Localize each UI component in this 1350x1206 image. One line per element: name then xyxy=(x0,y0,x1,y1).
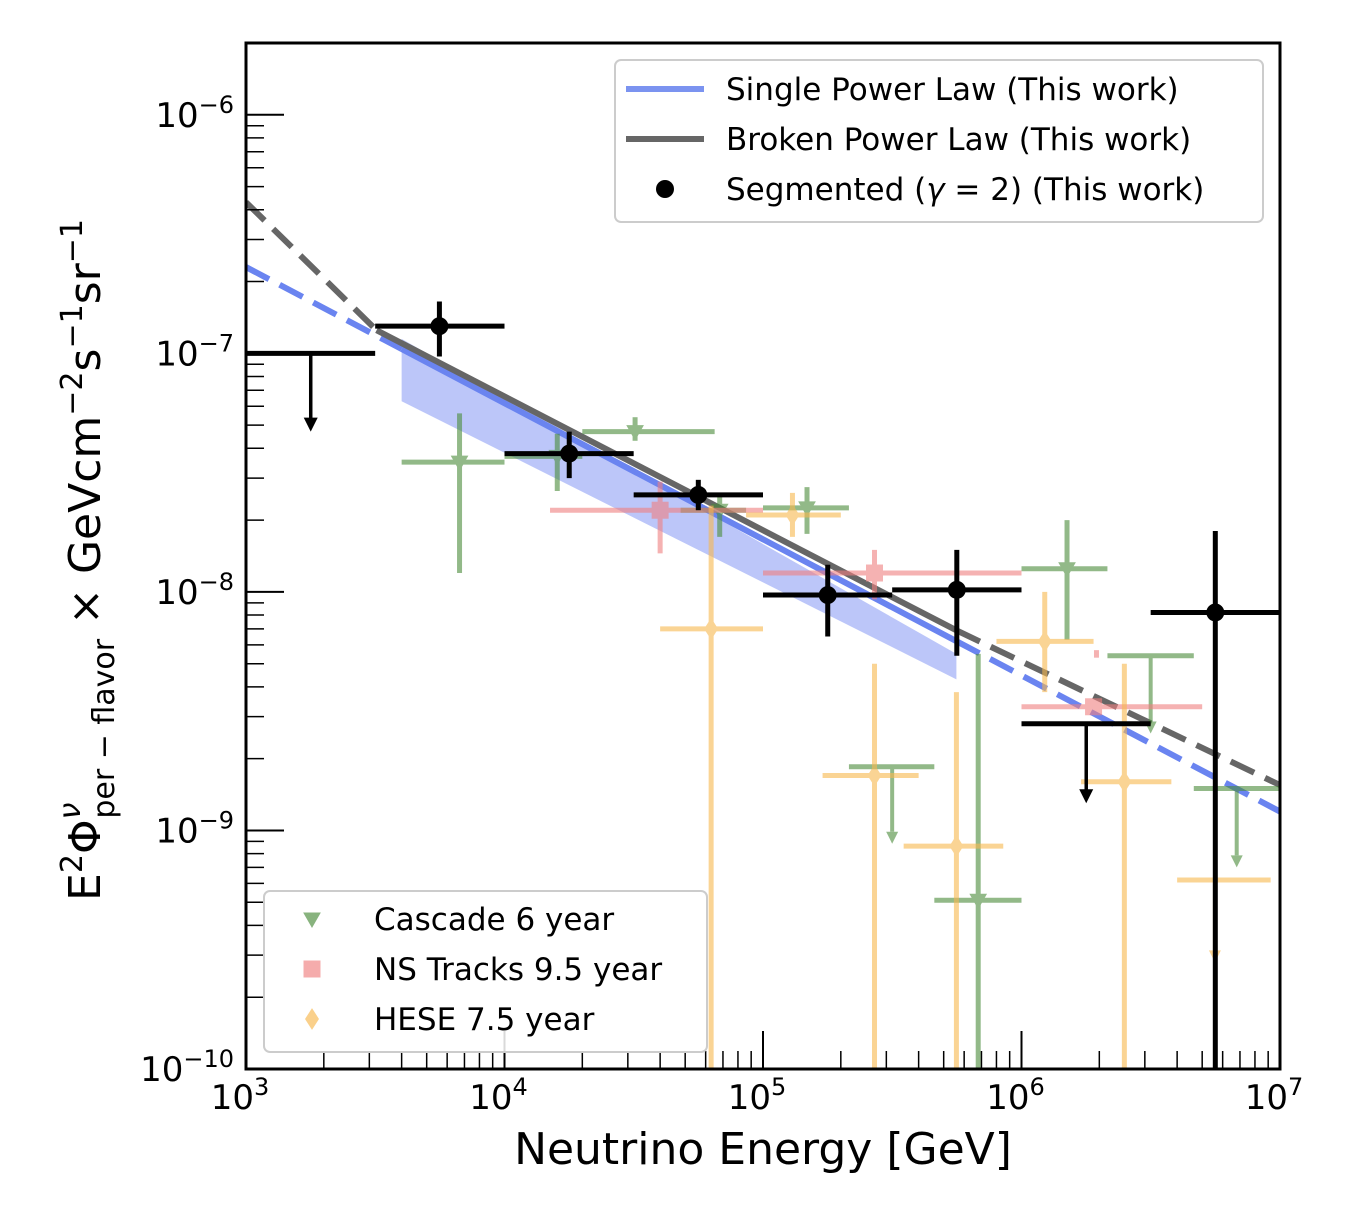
axis-titles-layer: Neutrino Energy [GeV] E2Φνper − flavor × … xyxy=(53,219,1012,1175)
segmented-point-4-marker xyxy=(947,580,966,599)
legend-top-box xyxy=(614,59,1264,223)
cascade-6-year-limit-0-arrow xyxy=(886,831,899,844)
y-axis-title-part-4: per − flavor xyxy=(87,638,122,818)
x-tick-label-3-base: 10 xyxy=(986,1078,1029,1118)
y-tick-label-0-base: 10 xyxy=(140,1050,183,1090)
y-axis-title-part-2: Φ xyxy=(60,819,111,854)
x-tick-label-3-exp: 6 xyxy=(1029,1073,1044,1101)
single-power-law-this-work-extrapolation-dashed xyxy=(955,638,1280,815)
legend-top-2-label-rest: = 2) (This work) xyxy=(945,172,1205,208)
ns-tracks-9-5-year-point-0-marker xyxy=(651,501,669,519)
ns-tracks-9-5-year-point-1-marker xyxy=(866,564,884,582)
legend-top-2-label: Segmented (γ = 2) (This work) xyxy=(726,172,1204,208)
x-tick-label-2-base: 10 xyxy=(728,1078,771,1118)
cascade-6-year-point-5-marker xyxy=(969,893,988,910)
legend-bottom-1-swatch-group xyxy=(303,960,321,978)
legend-bottom-0-swatch xyxy=(303,912,321,929)
segmented-data-layer xyxy=(246,301,1280,1069)
legend-bottom-2-label: HESE 7.5 year xyxy=(374,1002,595,1038)
x-tick-label-1-base: 10 xyxy=(469,1078,512,1118)
hese-7-5-year-point-3-marker xyxy=(949,835,964,858)
segmented-point-3-marker xyxy=(818,586,837,605)
y-axis-title-part-6: −2 xyxy=(55,371,90,415)
y-tick-label-3-exp: −7 xyxy=(199,329,234,357)
legend-bottom-2-swatch xyxy=(305,1008,319,1030)
segmented-limit-0-arrow xyxy=(303,417,318,432)
segmented-point-1-marker xyxy=(560,444,579,463)
y-tick-label-4: 10−6 xyxy=(155,91,234,136)
y-tick-label-2-base: 10 xyxy=(155,573,198,613)
reference-data-layer xyxy=(401,413,1280,1069)
y-tick-label-1-base: 10 xyxy=(155,811,198,851)
x-tick-label-0-base: 10 xyxy=(211,1078,254,1118)
legend-top-2-swatch xyxy=(656,180,674,198)
x-tick-label-2: 105 xyxy=(728,1073,787,1118)
y-axis-title-part-0: E xyxy=(60,873,111,901)
y-tick-label-4-base: 10 xyxy=(155,96,198,136)
y-tick-label-1-exp: −9 xyxy=(199,806,234,834)
y-axis-title-part-9: sr xyxy=(60,262,111,304)
legend-bottom-2-swatch-group xyxy=(305,1008,319,1030)
cascade-6-year-limit-2-arrow xyxy=(1230,855,1243,868)
cascade-6-year-point-6-marker xyxy=(1058,562,1076,578)
segmented-limit-1-arrow xyxy=(1079,789,1094,804)
x-axis-title: Neutrino Energy [GeV] xyxy=(514,1124,1012,1175)
ns-tracks-9-5-year-point-2-marker xyxy=(1085,698,1103,716)
y-axis-title-part-3: ν xyxy=(53,802,88,819)
cascade-6-year-point-4-marker xyxy=(798,501,816,517)
ns-tracks-9-5-year-series xyxy=(550,481,1203,716)
hese-7-5-year-point-0-marker xyxy=(704,617,719,640)
x-tick-label-1-exp: 4 xyxy=(512,1073,527,1101)
legend-bottom-1-label: NS Tracks 9.5 year xyxy=(374,952,662,988)
x-tick-label-4-exp: 7 xyxy=(1288,1073,1303,1101)
cascade-6-year-series xyxy=(401,413,1280,1069)
hese-7-5-year-series xyxy=(660,492,1271,1069)
y-axis-title-part-5: × GeVcm xyxy=(60,416,111,639)
y-tick-label-0: 10−10 xyxy=(140,1045,234,1090)
y-axis-title-part-1: 2 xyxy=(55,854,90,873)
y-tick-label-2-exp: −8 xyxy=(199,568,234,596)
segmented-point-2-marker xyxy=(689,485,708,504)
cascade-6-year-point-0-marker xyxy=(450,455,469,472)
legend-bottom-0-swatch-group xyxy=(303,912,321,929)
hese-7-5-year-point-1-marker xyxy=(785,504,800,526)
hese-7-5-year-point-2-marker xyxy=(867,764,882,787)
legend-top-2-label-gamma: γ xyxy=(926,172,946,208)
legends-layer: Single Power Law (This work) Broken Power… xyxy=(263,59,1264,1053)
hese-7-5-year-point-4-marker xyxy=(1037,630,1052,653)
y-axis-title-part-8: −1 xyxy=(55,304,90,348)
y-tick-label-3-base: 10 xyxy=(155,334,198,374)
y-axis-title-part-10: −1 xyxy=(55,219,90,263)
y-tick-label-4-exp: −6 xyxy=(199,91,234,119)
x-tick-label-3: 106 xyxy=(986,1073,1045,1118)
legend-bottom-1-swatch xyxy=(303,960,321,978)
x-tick-label-0: 103 xyxy=(211,1073,270,1118)
y-tick-label-3: 10−7 xyxy=(155,329,234,374)
x-tick-label-2-exp: 5 xyxy=(771,1073,786,1101)
y-tick-label-1: 10−9 xyxy=(155,806,234,851)
segmented-point-5-marker xyxy=(1206,603,1225,622)
legend-top-2-label-prefix: Segmented ( xyxy=(726,172,926,208)
legend-bottom-0-label: Cascade 6 year xyxy=(374,902,614,938)
legend-top-1-label: Broken Power Law (This work) xyxy=(726,122,1191,158)
segmented-point-0-marker xyxy=(430,317,449,336)
y-axis-title: E2Φνper − flavor × GeVcm−2s−1sr−1 xyxy=(53,219,122,901)
cascade-6-year-point-2-marker xyxy=(626,425,644,441)
y-tick-label-2: 10−8 xyxy=(155,568,234,613)
x-tick-label-0-exp: 3 xyxy=(254,1073,269,1101)
legend-bottom-box xyxy=(263,890,708,1053)
y-axis-title-part-7: s xyxy=(60,349,111,372)
broken-power-law-this-work-fit-line xyxy=(375,327,958,634)
broken-power-law-this-work-extrapolation-dashed xyxy=(246,200,379,333)
legend-top-0-label: Single Power Law (This work) xyxy=(726,72,1179,108)
y-tick-label-0-exp: −10 xyxy=(183,1045,234,1073)
x-tick-label-4: 107 xyxy=(1245,1073,1304,1118)
broken-power-law-this-work-extrapolation-dashed xyxy=(955,627,1280,788)
single-power-law-this-work-extrapolation-dashed xyxy=(246,264,404,352)
hese-7-5-year-point-5-marker xyxy=(1117,770,1132,793)
x-tick-label-4-base: 10 xyxy=(1245,1078,1288,1118)
x-tick-label-1: 104 xyxy=(469,1073,528,1118)
